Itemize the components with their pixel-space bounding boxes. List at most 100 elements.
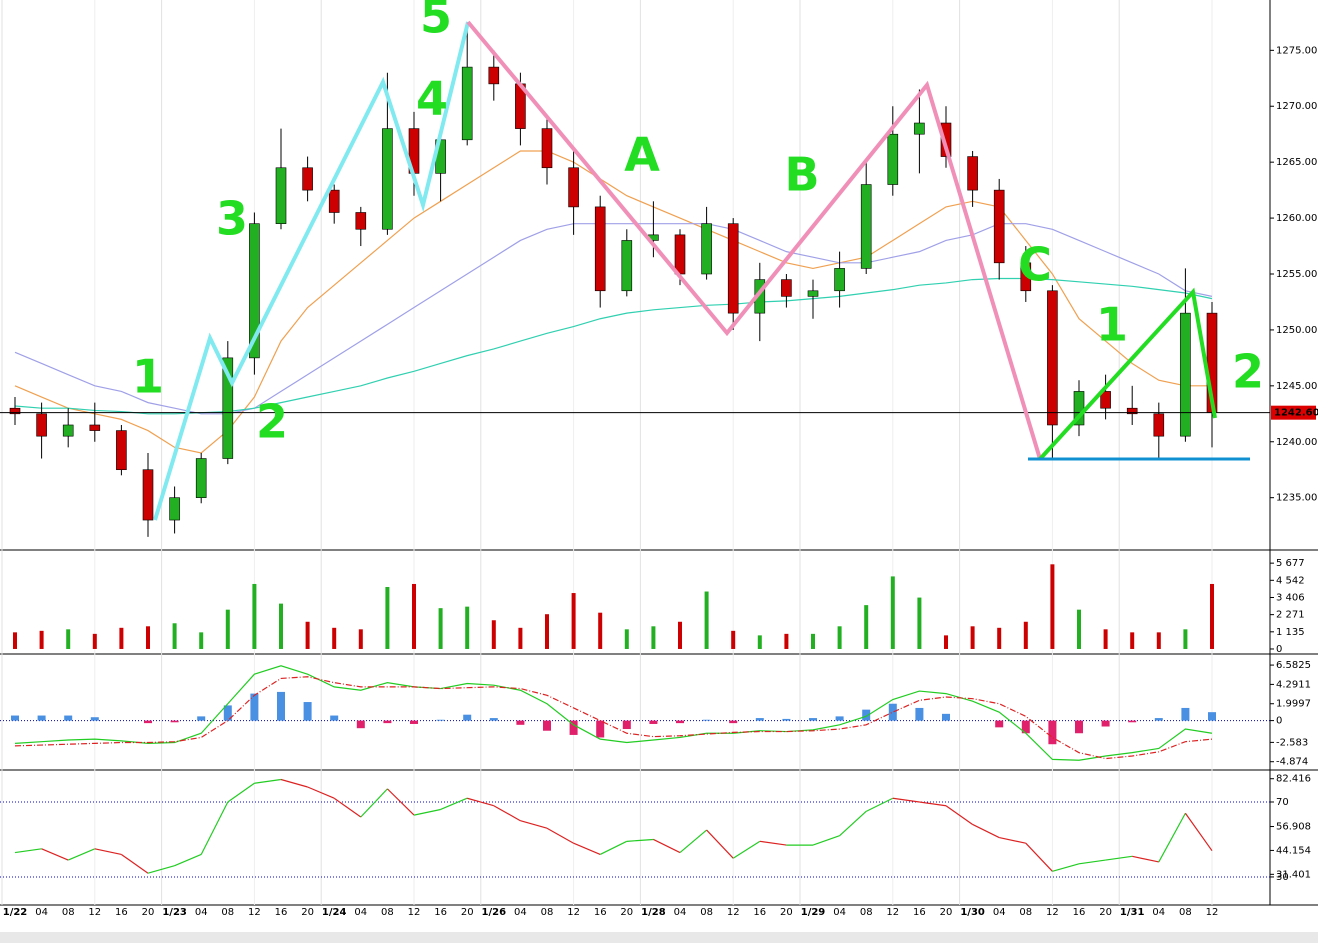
histogram-bar [1021, 720, 1030, 734]
rsi-segment [333, 797, 362, 818]
x-tick-label: 12 [408, 907, 421, 918]
volume-bar [545, 614, 549, 649]
x-tick-label: 20 [142, 907, 155, 918]
y-tick-label: 1270.00 [1276, 101, 1317, 112]
x-tick-label: 08 [62, 907, 75, 918]
rsi-segment [759, 840, 787, 846]
histogram-bar [809, 718, 817, 721]
candle-body [36, 413, 47, 437]
histogram-bar [1128, 720, 1137, 723]
candle-body [302, 167, 313, 191]
x-tick-label: 12 [88, 907, 101, 918]
y-tick-label: 0 [1276, 716, 1282, 727]
histogram-bar [888, 703, 897, 721]
histogram-bar [356, 720, 365, 729]
x-tick-label: 16 [115, 907, 128, 918]
x-tick-label: 1/22 [3, 907, 28, 918]
histogram-bar [1048, 720, 1057, 745]
histogram-bar [1181, 707, 1190, 721]
rsi-segment [520, 820, 548, 829]
volume-bar [465, 606, 470, 649]
histogram-bar [383, 720, 392, 724]
x-tick-label: 08 [541, 907, 554, 918]
candle-body [116, 430, 127, 471]
rsi-segment [599, 840, 628, 855]
y-tick-label: 2 271 [1276, 610, 1305, 621]
rsi-segment [360, 788, 388, 818]
x-tick-label: 20 [1099, 907, 1112, 918]
histogram-bar [516, 720, 525, 725]
candle-body [1047, 290, 1058, 426]
volume-bar [279, 603, 283, 649]
volume-bar [119, 627, 124, 649]
candle-body [1180, 312, 1191, 437]
y-tick-label: 1260.00 [1276, 213, 1317, 224]
wave-line [153, 21, 470, 521]
histogram-bar [1101, 720, 1110, 727]
volume-bar [1210, 583, 1214, 649]
rsi-segment [14, 848, 42, 854]
histogram-bar [410, 720, 418, 724]
candle-body [328, 189, 340, 213]
x-tick-label: 12 [727, 907, 740, 918]
volume-bar [438, 608, 443, 649]
histogram-bar [330, 715, 339, 721]
hand-drawings: 1 2 3 4 5 A B C 1 2 [132, 0, 1264, 521]
volume-bar [332, 627, 337, 649]
histogram-bar [915, 707, 924, 721]
volume-bar [837, 626, 842, 649]
y-tick-label: 82.416 [1276, 774, 1311, 785]
y-tick-label: 5 677 [1276, 558, 1305, 569]
y-tick-label: 6.5825 [1276, 660, 1311, 671]
histogram-bar [543, 720, 551, 731]
volume-bar [917, 597, 922, 649]
x-tick-label: 12 [567, 907, 580, 918]
candle-body [674, 234, 686, 275]
candle-body [355, 212, 367, 230]
rsi-segment [200, 801, 229, 855]
candle-body [541, 128, 553, 169]
histogram-bar [596, 720, 605, 738]
volume-bar [1077, 609, 1081, 649]
histogram-bar [277, 691, 285, 721]
volume-bar [624, 629, 629, 649]
rsi-segment [865, 797, 894, 812]
histogram-bar [64, 715, 73, 721]
volume-bar [1050, 564, 1055, 649]
volume-bar [598, 612, 603, 649]
rsi-segment [999, 837, 1026, 844]
volume-bar [252, 583, 257, 649]
rsi-segment [280, 778, 308, 788]
volume-bar [1130, 632, 1135, 649]
status-strip [0, 932, 1318, 943]
histogram-bar [37, 715, 46, 721]
candle-body [727, 223, 739, 314]
y-tick-label: 70 [1276, 797, 1289, 808]
candle-body [1126, 407, 1138, 415]
volume-bar [358, 629, 363, 649]
volume-bar [970, 626, 975, 649]
x-tick-label: 16 [913, 907, 926, 918]
annotation: C [1018, 238, 1052, 292]
candle-body [914, 122, 925, 135]
y-tick-label: 1240.00 [1276, 437, 1317, 448]
rsi-segment [147, 865, 175, 874]
x-tick-label: 08 [221, 907, 234, 918]
candle-body [62, 424, 74, 437]
x-tick-label: 1/28 [641, 907, 666, 918]
candle-body [860, 184, 872, 269]
histogram-bar [622, 720, 631, 730]
rsi-segment [467, 797, 494, 807]
volume-bar [172, 623, 177, 649]
rsi-segment [945, 805, 973, 825]
candle-body [195, 458, 207, 498]
candle-body [940, 122, 952, 157]
histogram-bar [569, 720, 578, 735]
histogram-bar [676, 720, 684, 724]
candle-body [887, 133, 899, 185]
rsi-segment [1132, 855, 1159, 863]
x-tick-label: 12 [248, 907, 261, 918]
last-price-label: 1242.60 [1274, 408, 1318, 419]
